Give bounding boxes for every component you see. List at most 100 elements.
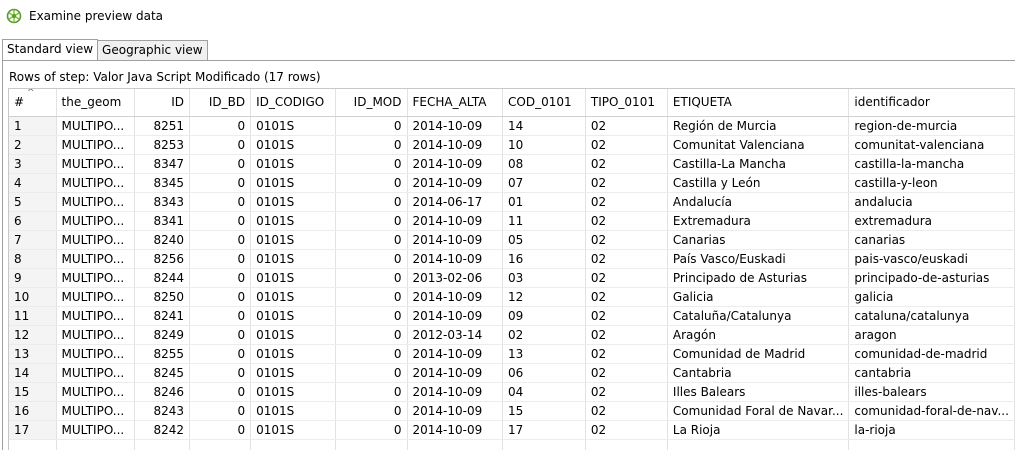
cell-id-codigo[interactable]: 0101S: [250, 325, 337, 345]
cell-etiqueta[interactable]: País Vasco/Euskadi: [667, 249, 850, 269]
cell-tipo-0101[interactable]: 02: [585, 287, 668, 307]
cell-id-mod[interactable]: 0: [335, 135, 408, 155]
cell-identificador[interactable]: castilla-la-mancha: [848, 154, 1015, 174]
table-row[interactable]: 13 MULTIPO... 8255 0 0101S 0 2014-10-09 13 02 Com…: [9, 344, 1015, 364]
cell-id-mod[interactable]: 0: [335, 116, 408, 136]
cell-identificador[interactable]: la-rioja: [848, 420, 1015, 440]
cell-id-bd[interactable]: 0: [189, 154, 252, 174]
cell-rownum[interactable]: 8: [9, 249, 57, 269]
cell-id[interactable]: 8250: [134, 287, 191, 307]
cell-id-codigo[interactable]: 0101S: [250, 363, 337, 383]
cell-cod-0101[interactable]: 17: [502, 420, 586, 440]
cell-id-mod[interactable]: 0: [335, 268, 408, 288]
cell-id-bd[interactable]: 0: [189, 230, 252, 250]
cell-tipo-0101[interactable]: 02: [585, 382, 668, 402]
cell-tipo-0101[interactable]: 02: [585, 135, 668, 155]
cell-the-geom[interactable]: MULTIPO...: [56, 382, 135, 402]
cell-id-codigo[interactable]: 0101S: [250, 420, 337, 440]
cell-id[interactable]: 8341: [134, 211, 191, 231]
cell-fecha-alta[interactable]: 2014-10-09: [407, 230, 504, 250]
cell-rownum[interactable]: 2: [9, 135, 57, 155]
tab-geographic-view[interactable]: Geographic view: [97, 40, 208, 60]
cell-id-bd[interactable]: 0: [189, 192, 252, 212]
cell-the-geom[interactable]: MULTIPO...: [56, 154, 135, 174]
cell-rownum[interactable]: 13: [9, 344, 57, 364]
cell-the-geom[interactable]: MULTIPO...: [56, 192, 135, 212]
cell-etiqueta[interactable]: Comunidad de Madrid: [667, 344, 850, 364]
column-header-id-mod[interactable]: ID_MOD: [335, 89, 408, 117]
cell-the-geom[interactable]: MULTIPO...: [56, 135, 135, 155]
cell-fecha-alta[interactable]: 2014-10-09: [407, 135, 504, 155]
cell-fecha-alta[interactable]: 2014-10-09: [407, 382, 504, 402]
cell-identificador[interactable]: canarias: [848, 230, 1015, 250]
cell-the-geom[interactable]: MULTIPO...: [56, 344, 135, 364]
table-row[interactable]: 9 MULTIPO... 8244 0 0101S 0 2013-02-06 03 02 Prin…: [9, 268, 1015, 288]
cell-identificador[interactable]: region-de-murcia: [848, 116, 1015, 136]
cell-id-bd[interactable]: 0: [189, 401, 252, 421]
cell-cod-0101[interactable]: 12: [502, 287, 586, 307]
cell-the-geom[interactable]: MULTIPO...: [56, 249, 135, 269]
cell-tipo-0101[interactable]: 02: [585, 401, 668, 421]
table-row[interactable]: 17 MULTIPO... 8242 0 0101S 0 2014-10-09 17 02 La …: [9, 420, 1015, 440]
tab-standard-view[interactable]: Standard view: [2, 39, 99, 60]
table-row[interactable]: 4 MULTIPO... 8345 0 0101S 0 2014-10-09 07 02 Cast…: [9, 173, 1015, 193]
cell-cod-0101[interactable]: 10: [502, 135, 586, 155]
cell-rownum[interactable]: 9: [9, 268, 57, 288]
cell-tipo-0101[interactable]: 02: [585, 325, 668, 345]
cell-tipo-0101[interactable]: 02: [585, 154, 668, 174]
cell-etiqueta[interactable]: Castilla-La Mancha: [667, 154, 850, 174]
cell-id-codigo[interactable]: 0101S: [250, 230, 337, 250]
cell-id-mod[interactable]: 0: [335, 249, 408, 269]
table-row[interactable]: 2 MULTIPO... 8253 0 0101S 0 2014-10-09 10 02 Comu…: [9, 135, 1015, 155]
cell-etiqueta[interactable]: Región de Murcia: [667, 116, 850, 136]
cell-fecha-alta[interactable]: 2014-06-17: [407, 192, 504, 212]
cell-id-codigo[interactable]: 0101S: [250, 382, 337, 402]
column-header-the-geom[interactable]: the_geom: [56, 89, 135, 117]
cell-the-geom[interactable]: MULTIPO...: [56, 230, 135, 250]
cell-id-mod[interactable]: 0: [335, 420, 408, 440]
cell-etiqueta[interactable]: La Rioja: [667, 420, 850, 440]
cell-cod-0101[interactable]: 16: [502, 249, 586, 269]
cell-identificador[interactable]: comunitat-valenciana: [848, 135, 1015, 155]
table-row[interactable]: 3 MULTIPO... 8347 0 0101S 0 2014-10-09 08 02 Cast…: [9, 154, 1015, 174]
table-row[interactable]: 16 MULTIPO... 8243 0 0101S 0 2014-10-09 15 02 Com…: [9, 401, 1015, 421]
cell-id-mod[interactable]: 0: [335, 401, 408, 421]
cell-identificador[interactable]: illes-balears: [848, 382, 1015, 402]
cell-identificador[interactable]: castilla-y-leon: [848, 173, 1015, 193]
cell-id-bd[interactable]: 0: [189, 420, 252, 440]
cell-etiqueta[interactable]: Principado de Asturias: [667, 268, 850, 288]
cell-tipo-0101[interactable]: 02: [585, 230, 668, 250]
table-row[interactable]: 7 MULTIPO... 8240 0 0101S 0 2014-10-09 05 02 Cana…: [9, 230, 1015, 250]
table-row[interactable]: 8 MULTIPO... 8256 0 0101S 0 2014-10-09 16 02 País…: [9, 249, 1015, 269]
cell-tipo-0101[interactable]: 02: [585, 344, 668, 364]
cell-id-codigo[interactable]: 0101S: [250, 306, 337, 326]
cell-etiqueta[interactable]: Extremadura: [667, 211, 850, 231]
cell-rownum[interactable]: 11: [9, 306, 57, 326]
cell-id-codigo[interactable]: 0101S: [250, 192, 337, 212]
cell-id-mod[interactable]: 0: [335, 211, 408, 231]
cell-id-mod[interactable]: 0: [335, 344, 408, 364]
cell-cod-0101[interactable]: 04: [502, 382, 586, 402]
cell-id-codigo[interactable]: 0101S: [250, 401, 337, 421]
cell-rownum[interactable]: 10: [9, 287, 57, 307]
cell-id[interactable]: 8244: [134, 268, 191, 288]
cell-id-mod[interactable]: 0: [335, 192, 408, 212]
cell-etiqueta[interactable]: Castilla y León: [667, 173, 850, 193]
cell-cod-0101[interactable]: 14: [502, 116, 586, 136]
cell-tipo-0101[interactable]: 02: [585, 173, 668, 193]
cell-id-mod[interactable]: 0: [335, 173, 408, 193]
cell-id-mod[interactable]: 0: [335, 306, 408, 326]
cell-tipo-0101[interactable]: 02: [585, 211, 668, 231]
preview-grid[interactable]: # ^ the_geom ID ID_BD ID_CODIGO ID_MOD F…: [8, 88, 1015, 450]
cell-id[interactable]: 8256: [134, 249, 191, 269]
cell-the-geom[interactable]: MULTIPO...: [56, 420, 135, 440]
column-header-id-bd[interactable]: ID_BD: [189, 89, 252, 117]
cell-rownum[interactable]: 16: [9, 401, 57, 421]
cell-the-geom[interactable]: MULTIPO...: [56, 306, 135, 326]
cell-fecha-alta[interactable]: 2014-10-09: [407, 306, 504, 326]
cell-tipo-0101[interactable]: 02: [585, 192, 668, 212]
table-row[interactable]: 15 MULTIPO... 8246 0 0101S 0 2014-10-09 04 02 Ill…: [9, 382, 1015, 402]
cell-id[interactable]: 8241: [134, 306, 191, 326]
cell-fecha-alta[interactable]: 2014-10-09: [407, 249, 504, 269]
cell-id-codigo[interactable]: 0101S: [250, 249, 337, 269]
